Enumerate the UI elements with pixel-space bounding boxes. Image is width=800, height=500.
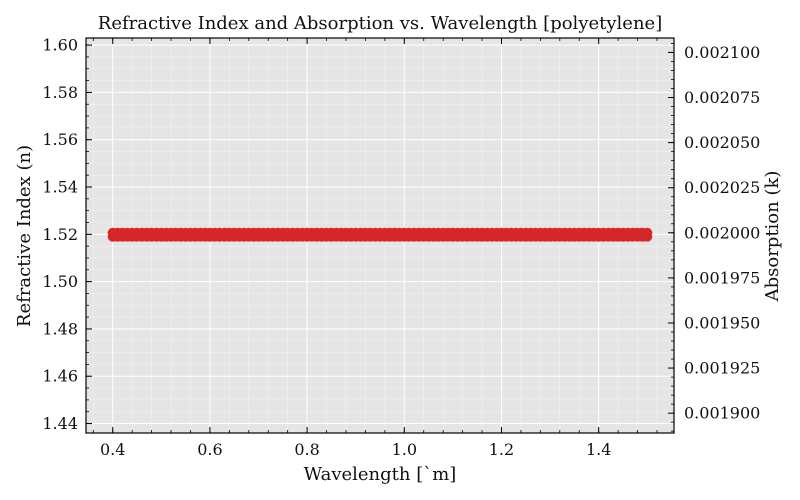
y-tick-label: 1.52 — [42, 225, 78, 244]
y-tick-label: 1.58 — [42, 83, 78, 102]
data-points — [107, 227, 653, 242]
y-tick-label: 1.54 — [42, 178, 78, 197]
y-tick-label: 1.56 — [42, 130, 78, 149]
x-tick-label: 0.4 — [100, 440, 125, 459]
x-tick-label: 0.8 — [294, 440, 319, 459]
y-tick-label: 1.46 — [42, 367, 78, 386]
y2-tick-label: 0.002100 — [684, 43, 760, 62]
y2-tick-label: 0.002025 — [684, 178, 760, 197]
y2-tick-label: 0.002050 — [684, 133, 760, 152]
x-tick-label: 1.2 — [489, 440, 514, 459]
plot-frame — [85, 37, 675, 434]
chart-title: Refractive Index and Absorption vs. Wave… — [98, 13, 662, 34]
y2-tick-label: 0.001925 — [684, 359, 760, 378]
absorption-point — [642, 227, 653, 238]
y-tick-label: 1.48 — [42, 319, 78, 338]
y2-axis-label: Absorption (k) — [762, 171, 783, 303]
axes: 0.4 0.6 0.8 1.0 1.2 1.4 1.44 1.46 1.48 1.50 1.52 1.… — [42, 36, 760, 459]
x-axis-label: Wavelength [`m] — [304, 464, 457, 485]
x-tick-label: 0.6 — [197, 440, 222, 459]
y-tick-label: 1.50 — [42, 272, 78, 291]
y2-tick-label: 0.001950 — [684, 313, 760, 332]
y-tick-label: 1.60 — [42, 36, 78, 55]
y2-tick-label: 0.002075 — [684, 88, 760, 107]
x-tick-label: 1.4 — [586, 440, 611, 459]
y2-tick-label: 0.001975 — [684, 268, 760, 287]
y2-tick-label: 0.001900 — [684, 404, 760, 423]
y-axis-label: Refractive Index (n) — [14, 145, 35, 327]
y-tick-label: 1.44 — [42, 414, 78, 433]
x-tick-label: 1.0 — [392, 440, 417, 459]
y2-tick-label: 0.002000 — [684, 223, 760, 242]
